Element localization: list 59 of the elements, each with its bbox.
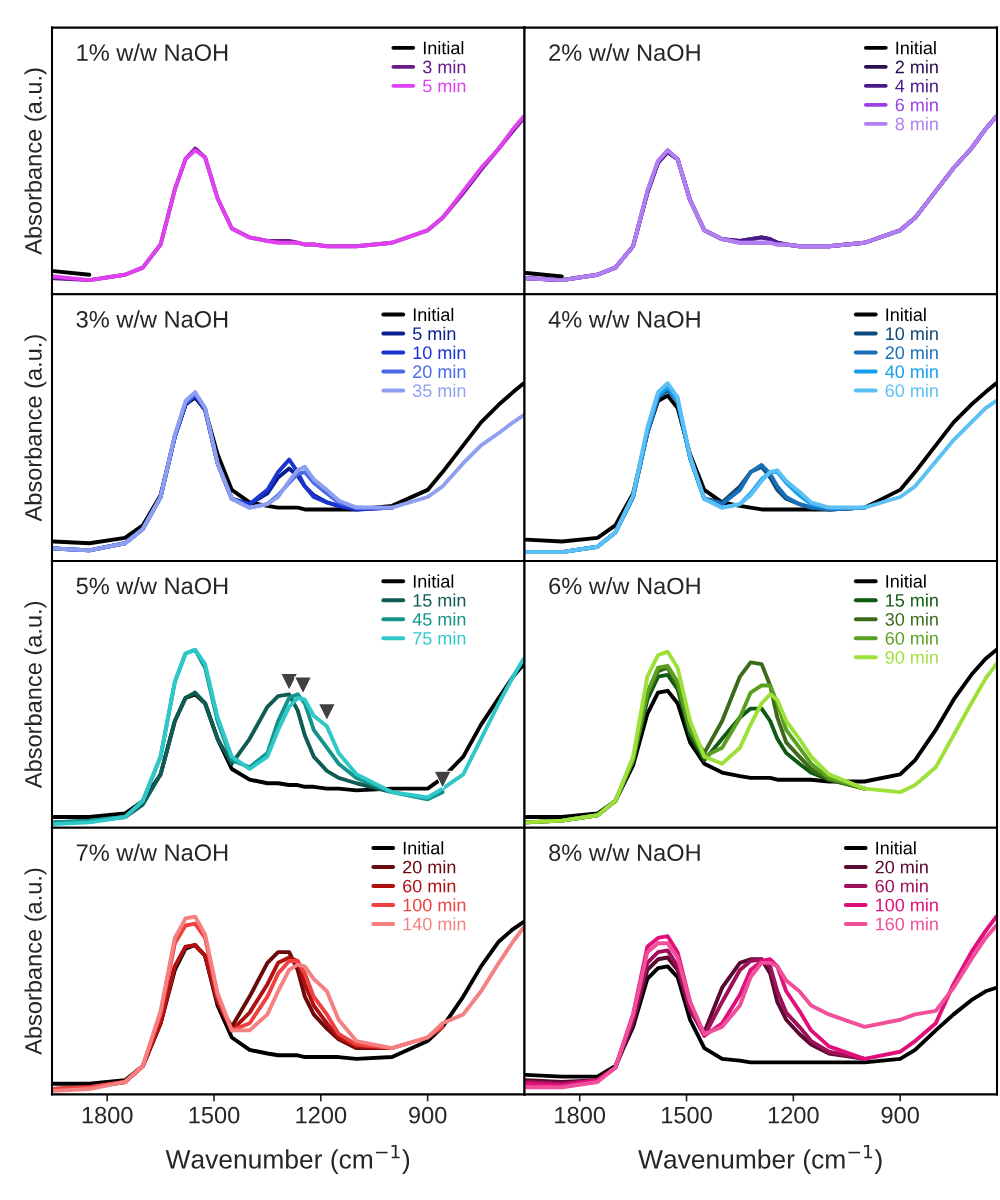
chart-title: 2% w/w NaOH	[549, 43, 700, 61]
legend-label: 10 min	[886, 326, 938, 341]
legend-label: Initial	[423, 41, 464, 55]
x-tick-label: 900	[409, 1106, 447, 1124]
legend-label: 40 min	[885, 364, 938, 379]
y-axis-title: Absorbance (a.u.)	[24, 68, 47, 255]
legend-label: 20 min	[875, 860, 928, 874]
chart-title: 7% w/w NaOH	[76, 843, 228, 862]
legend-label: 6 min	[895, 98, 938, 112]
legend-label: 60 min	[403, 879, 456, 893]
legend-label: Initial	[886, 574, 926, 588]
chart-title: 3% w/w NaOH	[76, 310, 228, 328]
x-tick-label: 1200	[296, 1106, 347, 1124]
legend-label: 4 min	[895, 79, 938, 93]
y-axis-title: Absorbance (a.u.)	[24, 601, 47, 789]
legend-label: 15 min	[413, 593, 466, 607]
x-axis-title: Wavenumber (cm$^{−1}$)	[165, 1144, 410, 1174]
legend-label: 75 min	[413, 631, 466, 645]
legend-label: 8 min	[895, 117, 938, 131]
legend-label: 100 min	[876, 898, 938, 912]
legend-label: 30 min	[885, 612, 938, 626]
legend-label: 60 min	[885, 383, 938, 398]
legend-label: 100 min	[403, 898, 466, 912]
legend-label: 5 min	[422, 79, 466, 93]
legend-label: Initial	[413, 574, 454, 588]
legend-label: 60 min	[885, 631, 938, 645]
legend-label: 15 min	[886, 593, 938, 607]
legend-label: 20 min	[403, 860, 456, 874]
legend-label: 160 min	[876, 917, 938, 931]
legend-label: 45 min	[412, 612, 466, 626]
x-tick-label: 900	[881, 1106, 919, 1124]
x-tick-label: 1500	[662, 1106, 712, 1124]
x-tick-label: 1500	[189, 1106, 240, 1124]
legend-label: 60 min	[875, 879, 928, 893]
legend-label: 140 min	[403, 917, 466, 931]
legend-label: 20 min	[885, 345, 938, 360]
legend-label: 3 min	[422, 60, 466, 74]
chart-title: 1% w/w NaOH	[77, 43, 228, 61]
legend-label: Initial	[886, 307, 926, 322]
legend-label: 35 min	[412, 383, 466, 398]
legend-label: Initial	[896, 41, 936, 55]
chart-title: 6% w/w NaOH	[549, 577, 700, 595]
legend-label: 5 min	[412, 326, 456, 341]
legend-label: Initial	[876, 841, 916, 855]
x-tick-label: 1200	[768, 1106, 819, 1124]
x-axis-title: Wavenumber (cm$^{−1}$)	[638, 1144, 882, 1174]
y-axis-title: Absorbance (a.u.)	[24, 868, 47, 1055]
legend-label: 20 min	[413, 364, 466, 379]
chart-title: 5% w/w NaOH	[76, 577, 228, 595]
x-tick-label: 1800	[555, 1106, 606, 1124]
chart-title: 8% w/w NaOH	[549, 843, 700, 862]
legend-label: 10 min	[413, 345, 466, 360]
legend-label: Initial	[403, 841, 444, 855]
chart-title: 4% w/w NaOH	[548, 310, 700, 328]
x-tick-label: 1800	[82, 1106, 133, 1124]
legend-label: Initial	[413, 307, 454, 322]
legend-label: 2 min	[895, 60, 938, 74]
legend-label: 90 min	[885, 650, 938, 664]
y-axis-title: Absorbance (a.u.)	[24, 335, 47, 522]
